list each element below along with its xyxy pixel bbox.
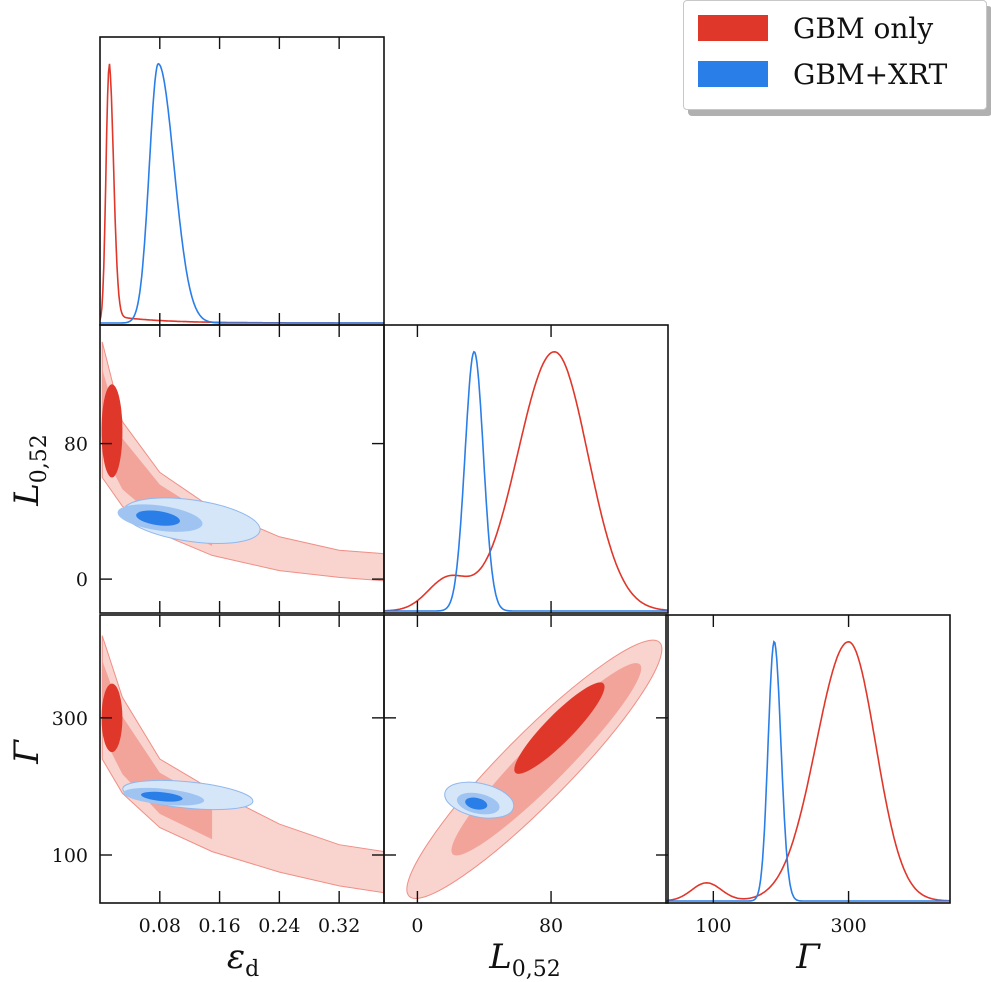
panel-frame bbox=[665, 614, 951, 904]
x-tick-label-L052: 80 bbox=[539, 915, 563, 937]
x-axis-label-l052: L0,52 bbox=[488, 937, 561, 982]
x-axis-label-gamma-main: Γ bbox=[795, 937, 821, 977]
y-axis-label-l052-main: L bbox=[7, 483, 47, 507]
y-tick-label-Gamma: 100 bbox=[52, 845, 88, 867]
contour-inner-gbm-xrt bbox=[136, 510, 180, 526]
legend-entry-gbm-xrt: GBM+XRT bbox=[698, 58, 978, 91]
panel-frame bbox=[383, 324, 669, 614]
x-tick-label-Gamma: 100 bbox=[695, 915, 731, 937]
y-tick-label-L052: 80 bbox=[64, 434, 88, 456]
contour-inner-gbm-only bbox=[514, 682, 605, 774]
x-tick-label-eps_d: 0.16 bbox=[198, 915, 240, 937]
y-tick-label-L052: 0 bbox=[76, 569, 88, 591]
x-axis-label-eps-d-sub: d bbox=[245, 957, 259, 982]
x-tick-label-eps_d: 0.24 bbox=[258, 915, 300, 937]
y-axis-label-l052: L0,52 bbox=[7, 434, 52, 507]
density-line-gbmonly bbox=[384, 350, 668, 612]
marginal-L052 bbox=[384, 350, 668, 612]
density-line-gbmonly bbox=[666, 640, 950, 902]
legend-label-gbm-xrt: GBM+XRT bbox=[793, 58, 948, 91]
x-axis-label-eps-d-main: ε bbox=[227, 937, 245, 977]
legend-entry-gbm-only: GBM only bbox=[698, 12, 978, 45]
x-axis-label-l052-sub: 0,52 bbox=[512, 957, 561, 982]
joint-L052-Gamma bbox=[406, 639, 663, 899]
joint-eps_d-L052 bbox=[101, 341, 384, 582]
legend-label-gbm-only: GBM only bbox=[793, 12, 934, 45]
legend: GBM only GBM+XRT bbox=[683, 0, 987, 110]
joint-eps_d-Gamma bbox=[101, 635, 384, 894]
x-tick-label-eps_d: 0.32 bbox=[318, 915, 360, 937]
density-line-gbmonly bbox=[100, 63, 384, 324]
contour-inner-gbm-xrt bbox=[140, 791, 183, 802]
y-axis-label-gamma-main: Γ bbox=[7, 739, 47, 765]
x-axis-label-gamma: Γ bbox=[795, 937, 821, 977]
x-axis-label-l052-main: L bbox=[488, 937, 512, 977]
y-tick-label-Gamma: 300 bbox=[52, 708, 88, 730]
legend-swatch-gbm-only bbox=[698, 15, 768, 41]
panel-frame bbox=[383, 614, 669, 904]
x-tick-label-Gamma: 300 bbox=[830, 915, 866, 937]
y-axis-label-gamma: Γ bbox=[7, 739, 47, 765]
contour-outer-gbm-only bbox=[101, 341, 384, 582]
x-tick-label-L052: 0 bbox=[411, 915, 423, 937]
contour-inner-gbm-xrt bbox=[465, 797, 488, 810]
contour-mid-gbm-only bbox=[451, 663, 642, 856]
contour-inner-gbm-only bbox=[101, 384, 123, 478]
marginal-Gamma bbox=[666, 640, 950, 902]
panel-frame bbox=[99, 36, 385, 326]
x-tick-label-eps_d: 0.08 bbox=[139, 915, 181, 937]
y-axis-label-l052-sub: 0,52 bbox=[27, 434, 52, 483]
density-line-gbmxrt bbox=[384, 350, 668, 612]
contour-outer-gbm-only bbox=[101, 635, 384, 894]
density-line-gbmxrt bbox=[666, 640, 950, 902]
x-axis-label-eps-d: εd bbox=[227, 937, 259, 982]
density-line-gbmxrt bbox=[100, 62, 384, 324]
marginal-eps_d bbox=[100, 62, 384, 324]
legend-swatch-gbm-xrt bbox=[698, 61, 768, 87]
